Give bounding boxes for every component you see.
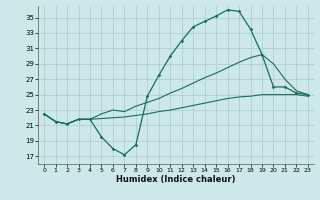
X-axis label: Humidex (Indice chaleur): Humidex (Indice chaleur)	[116, 175, 236, 184]
